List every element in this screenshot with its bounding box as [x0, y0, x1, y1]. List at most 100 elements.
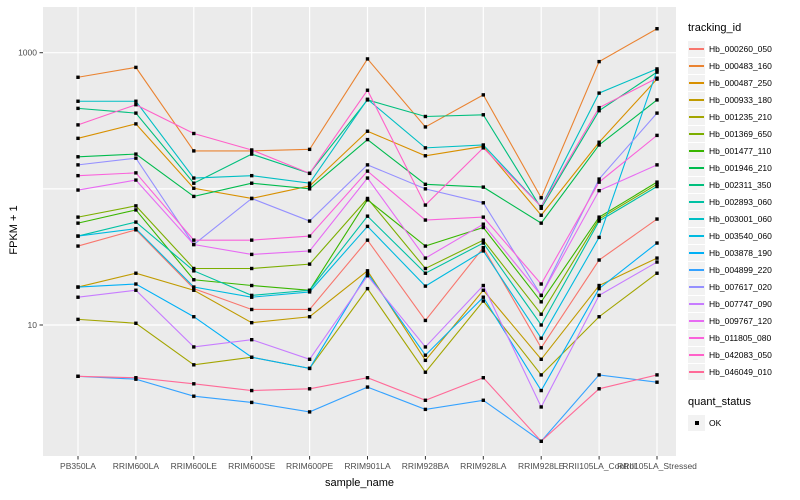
x-tick-label: RRII105LA_Stressed — [617, 461, 697, 471]
data-point — [307, 147, 312, 152]
data-point — [481, 185, 485, 189]
data-point — [365, 274, 370, 278]
data-point — [539, 388, 543, 393]
data-point — [655, 68, 659, 73]
data-point — [76, 295, 80, 299]
data-point — [481, 146, 485, 150]
legend-label: Hb_002311_350 — [709, 179, 772, 190]
data-point — [597, 143, 601, 147]
data-point — [539, 312, 543, 316]
data-point — [307, 290, 312, 294]
data-point — [250, 283, 254, 288]
data-point — [597, 315, 601, 319]
legend-title-quant-status: quant_status — [688, 396, 751, 408]
legend-item-Hb_000260_050: Hb_000260_050 — [688, 40, 798, 57]
legend-item-ok: OK — [688, 414, 798, 431]
legend-key-swatch — [688, 346, 705, 363]
data-point — [365, 224, 370, 229]
data-point — [481, 295, 485, 299]
data-point — [76, 75, 80, 79]
data-point — [423, 407, 428, 412]
data-point — [76, 173, 80, 178]
data-point — [539, 300, 543, 304]
data-point — [134, 271, 138, 275]
data-point — [192, 266, 196, 271]
legend-key-swatch — [688, 57, 705, 74]
data-point — [192, 278, 196, 282]
data-point — [365, 163, 370, 167]
legend-label: Hb_011805_080 — [709, 332, 772, 343]
data-point — [76, 215, 80, 219]
data-point — [539, 196, 543, 200]
data-point — [192, 242, 196, 247]
legend-item-Hb_001369_650: Hb_001369_650 — [688, 125, 798, 142]
data-point — [250, 196, 254, 201]
legend-label: Hb_007747_090 — [709, 298, 772, 309]
legend-line-sample — [689, 183, 704, 186]
data-point — [655, 380, 659, 384]
data-point — [76, 234, 80, 238]
data-point — [134, 288, 138, 292]
data-point — [250, 181, 254, 185]
data-point — [655, 217, 659, 221]
legend-key-swatch — [688, 295, 705, 312]
data-point — [655, 373, 659, 377]
data-point — [597, 105, 601, 110]
legend-item-Hb_042083_050: Hb_042083_050 — [688, 346, 798, 363]
legend-item-Hb_003540_060: Hb_003540_060 — [688, 227, 798, 244]
data-point — [307, 410, 312, 414]
quant-status-key — [688, 414, 705, 431]
legend-label: Hb_042083_050 — [709, 349, 772, 360]
data-point — [655, 241, 659, 245]
data-point — [423, 256, 428, 260]
data-point — [307, 357, 312, 361]
data-point — [597, 258, 601, 262]
data-point — [250, 337, 254, 342]
legend-label: Hb_000933_180 — [709, 94, 772, 105]
data-point — [423, 154, 428, 158]
data-point — [655, 27, 659, 31]
legend-key-swatch — [688, 261, 705, 278]
x-axis-title: sample_name — [324, 477, 395, 489]
legend-key-swatch — [688, 108, 705, 125]
data-point — [423, 358, 428, 363]
data-point — [655, 256, 659, 260]
data-point — [539, 204, 543, 209]
data-point — [250, 400, 254, 405]
legend-line-sample — [689, 98, 704, 101]
legend-item-Hb_003878_190: Hb_003878_190 — [688, 244, 798, 261]
data-point — [539, 346, 543, 350]
legend-key-swatch — [688, 312, 705, 329]
legend-key-swatch — [688, 40, 705, 57]
data-point — [481, 241, 485, 245]
data-point — [597, 91, 601, 95]
data-point — [192, 149, 196, 153]
data-point — [655, 260, 659, 264]
data-point — [423, 271, 428, 275]
data-point — [134, 171, 138, 175]
legend: tracking_id Hb_000260_050 Hb_000483_160 Hb… — [688, 22, 798, 431]
data-point — [423, 318, 428, 323]
legend-line-sample — [689, 353, 704, 356]
data-point — [481, 299, 485, 303]
data-point — [539, 357, 543, 361]
legend-label: Hb_004899_220 — [709, 264, 772, 275]
data-point — [307, 387, 312, 391]
legend-line-sample — [689, 234, 704, 237]
data-point — [76, 285, 80, 289]
legend-label: Hb_001946_210 — [709, 162, 772, 173]
data-point — [192, 288, 196, 292]
legend-line-sample — [689, 149, 704, 152]
legend-key-swatch — [688, 125, 705, 142]
black-square-point-icon — [694, 420, 699, 425]
legend-item-Hb_000487_250: Hb_000487_250 — [688, 74, 798, 91]
data-point — [597, 217, 601, 221]
data-point — [307, 187, 312, 191]
legend-key-swatch — [688, 329, 705, 346]
data-point — [365, 286, 370, 291]
data-point — [192, 285, 196, 289]
x-tick-label: RRIM600SE — [228, 461, 276, 471]
data-point — [307, 181, 312, 185]
data-point — [597, 140, 601, 144]
data-point — [655, 111, 659, 115]
